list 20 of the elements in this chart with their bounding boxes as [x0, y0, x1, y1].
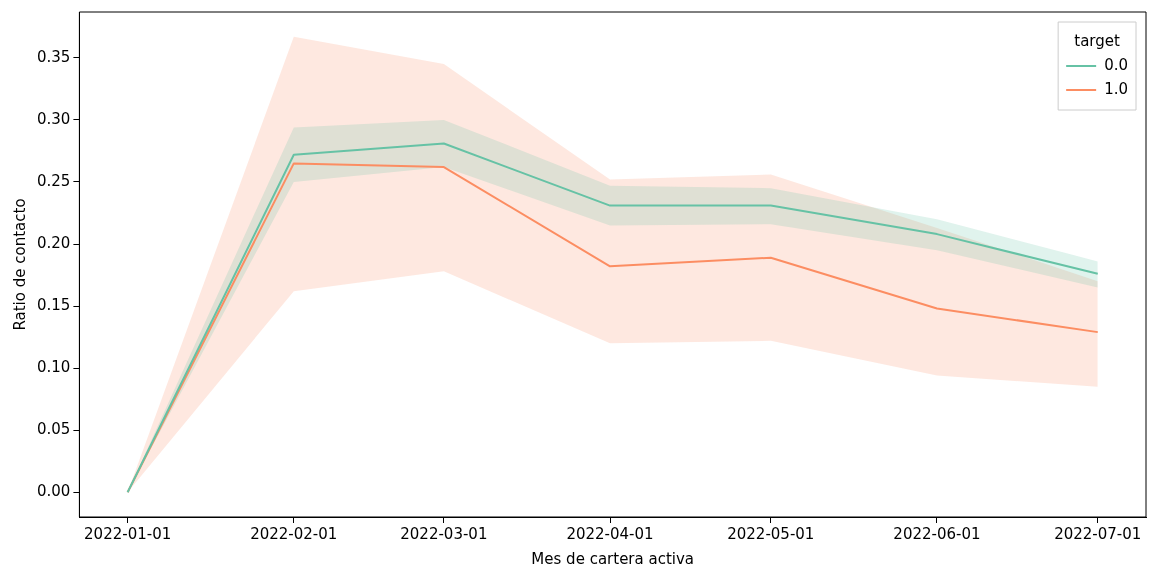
x-axis-title: Mes de cartera activa: [531, 549, 695, 568]
y-tick-label: 0.00: [36, 482, 71, 501]
y-tick-label: 0.35: [36, 47, 71, 66]
y-tick-label: 0.05: [36, 420, 71, 439]
x-tick-label: 2022-07-01: [1054, 524, 1142, 543]
y-tick-label: 0.20: [36, 233, 71, 252]
x-tick-label: 2022-05-01: [727, 524, 815, 543]
y-tick-label: 0.25: [36, 171, 71, 190]
x-tick-label: 2022-02-01: [250, 524, 338, 543]
x-tick-label: 2022-01-01: [84, 524, 172, 543]
x-tick-label: 2022-04-01: [566, 524, 654, 543]
y-tick-label: 0.10: [36, 358, 71, 376]
y-tick-label: 0.30: [36, 109, 71, 128]
legend-title: target: [1074, 31, 1120, 50]
legend-label: 1.0: [1104, 79, 1128, 98]
legend-label: 0.0: [1104, 55, 1128, 74]
x-tick-label: 2022-03-01: [400, 524, 488, 543]
y-axis-title: Ratio de contacto: [10, 198, 29, 331]
y-tick-label: 0.15: [36, 295, 71, 314]
x-tick-label: 2022-06-01: [893, 524, 981, 543]
